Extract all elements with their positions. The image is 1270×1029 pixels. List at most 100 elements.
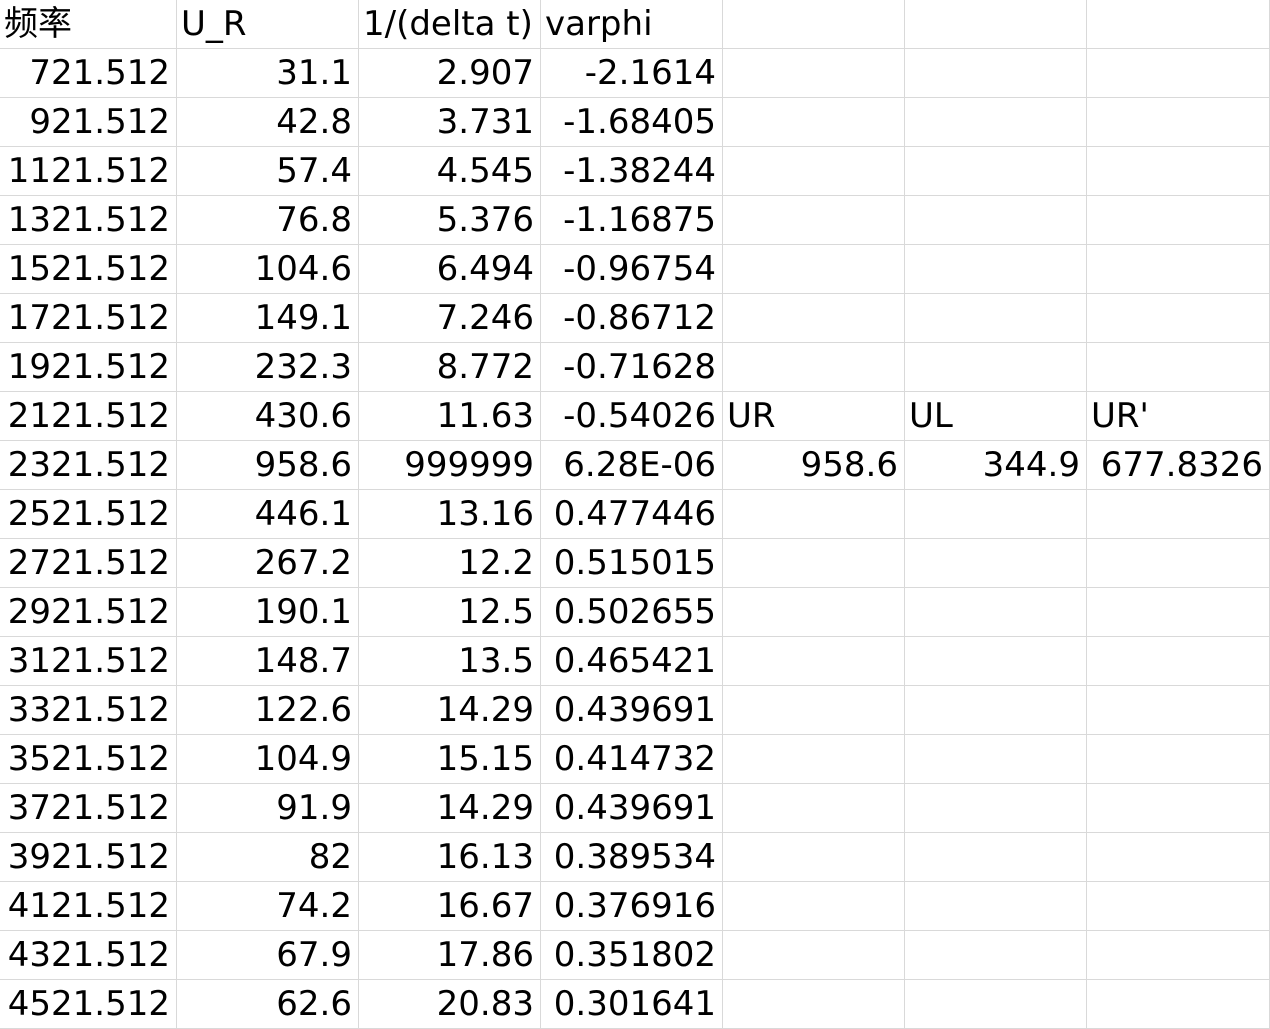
data-cell[interactable]: 958.6 xyxy=(723,441,905,490)
data-cell[interactable]: 6.28E-06 xyxy=(541,441,723,490)
data-cell[interactable]: UR' xyxy=(1087,392,1270,441)
data-cell[interactable]: 721.512 xyxy=(0,49,177,98)
data-cell[interactable]: UR xyxy=(723,392,905,441)
data-cell[interactable]: 57.4 xyxy=(177,147,359,196)
data-cell[interactable]: 104.9 xyxy=(177,735,359,784)
data-cell[interactable] xyxy=(905,294,1087,343)
data-cell[interactable]: 74.2 xyxy=(177,882,359,931)
data-cell[interactable]: -1.68405 xyxy=(541,98,723,147)
data-cell[interactable] xyxy=(723,343,905,392)
data-cell[interactable]: 4.545 xyxy=(359,147,541,196)
data-cell[interactable] xyxy=(723,539,905,588)
data-cell[interactable]: -2.1614 xyxy=(541,49,723,98)
data-cell[interactable]: 76.8 xyxy=(177,196,359,245)
data-cell[interactable]: 104.6 xyxy=(177,245,359,294)
data-cell[interactable]: 1521.512 xyxy=(0,245,177,294)
data-cell[interactable]: 14.29 xyxy=(359,784,541,833)
data-cell[interactable]: 1321.512 xyxy=(0,196,177,245)
data-cell[interactable] xyxy=(905,882,1087,931)
data-cell[interactable] xyxy=(723,49,905,98)
data-cell[interactable] xyxy=(723,637,905,686)
header-cell[interactable]: U_R xyxy=(177,0,359,49)
data-cell[interactable]: 2721.512 xyxy=(0,539,177,588)
data-cell[interactable] xyxy=(905,490,1087,539)
data-cell[interactable]: 4121.512 xyxy=(0,882,177,931)
data-cell[interactable]: 4321.512 xyxy=(0,931,177,980)
data-cell[interactable]: 3521.512 xyxy=(0,735,177,784)
data-cell[interactable]: 7.246 xyxy=(359,294,541,343)
data-cell[interactable]: 62.6 xyxy=(177,980,359,1029)
data-cell[interactable]: 82 xyxy=(177,833,359,882)
data-cell[interactable]: 2521.512 xyxy=(0,490,177,539)
data-cell[interactable]: 0.515015 xyxy=(541,539,723,588)
data-cell[interactable] xyxy=(1087,147,1270,196)
data-cell[interactable]: 6.494 xyxy=(359,245,541,294)
data-cell[interactable] xyxy=(1087,490,1270,539)
data-cell[interactable]: 2121.512 xyxy=(0,392,177,441)
data-cell[interactable]: 31.1 xyxy=(177,49,359,98)
data-cell[interactable]: 2921.512 xyxy=(0,588,177,637)
data-cell[interactable]: 91.9 xyxy=(177,784,359,833)
data-cell[interactable]: 0.465421 xyxy=(541,637,723,686)
data-cell[interactable]: 1921.512 xyxy=(0,343,177,392)
data-cell[interactable]: 3.731 xyxy=(359,98,541,147)
data-cell[interactable] xyxy=(723,490,905,539)
data-cell[interactable] xyxy=(723,882,905,931)
header-cell[interactable] xyxy=(1087,0,1270,49)
data-cell[interactable]: 344.9 xyxy=(905,441,1087,490)
data-cell[interactable] xyxy=(1087,637,1270,686)
data-cell[interactable]: 0.477446 xyxy=(541,490,723,539)
data-cell[interactable] xyxy=(1087,980,1270,1029)
data-cell[interactable]: 14.29 xyxy=(359,686,541,735)
data-cell[interactable]: -1.16875 xyxy=(541,196,723,245)
data-cell[interactable]: 4521.512 xyxy=(0,980,177,1029)
header-cell[interactable]: 1/(delta t) xyxy=(359,0,541,49)
data-cell[interactable]: 0.502655 xyxy=(541,588,723,637)
data-cell[interactable] xyxy=(905,49,1087,98)
data-cell[interactable] xyxy=(723,196,905,245)
data-cell[interactable]: 17.86 xyxy=(359,931,541,980)
data-cell[interactable]: 67.9 xyxy=(177,931,359,980)
data-cell[interactable]: 430.6 xyxy=(177,392,359,441)
data-cell[interactable]: 958.6 xyxy=(177,441,359,490)
data-cell[interactable]: 190.1 xyxy=(177,588,359,637)
data-cell[interactable] xyxy=(905,784,1087,833)
data-cell[interactable]: 12.2 xyxy=(359,539,541,588)
data-cell[interactable] xyxy=(723,833,905,882)
data-cell[interactable] xyxy=(1087,245,1270,294)
data-cell[interactable]: 921.512 xyxy=(0,98,177,147)
data-cell[interactable]: 3121.512 xyxy=(0,637,177,686)
data-cell[interactable]: 42.8 xyxy=(177,98,359,147)
data-cell[interactable]: 267.2 xyxy=(177,539,359,588)
data-cell[interactable]: 149.1 xyxy=(177,294,359,343)
data-cell[interactable] xyxy=(723,588,905,637)
data-cell[interactable] xyxy=(905,735,1087,784)
data-cell[interactable] xyxy=(1087,539,1270,588)
data-cell[interactable]: 677.8326 xyxy=(1087,441,1270,490)
data-cell[interactable] xyxy=(905,686,1087,735)
data-cell[interactable] xyxy=(905,980,1087,1029)
data-cell[interactable]: 0.439691 xyxy=(541,784,723,833)
data-cell[interactable] xyxy=(905,931,1087,980)
data-cell[interactable]: 0.439691 xyxy=(541,686,723,735)
data-cell[interactable] xyxy=(1087,588,1270,637)
data-cell[interactable] xyxy=(905,637,1087,686)
data-cell[interactable] xyxy=(1087,98,1270,147)
data-cell[interactable]: 3921.512 xyxy=(0,833,177,882)
header-cell[interactable]: 频率 xyxy=(0,0,177,49)
data-cell[interactable]: 122.6 xyxy=(177,686,359,735)
data-cell[interactable]: -0.54026 xyxy=(541,392,723,441)
data-cell[interactable]: 20.83 xyxy=(359,980,541,1029)
data-cell[interactable]: 1721.512 xyxy=(0,294,177,343)
data-cell[interactable] xyxy=(723,980,905,1029)
data-cell[interactable]: 446.1 xyxy=(177,490,359,539)
data-cell[interactable]: 15.15 xyxy=(359,735,541,784)
data-cell[interactable]: 2.907 xyxy=(359,49,541,98)
data-cell[interactable] xyxy=(723,686,905,735)
data-cell[interactable] xyxy=(905,539,1087,588)
data-cell[interactable]: 0.376916 xyxy=(541,882,723,931)
data-cell[interactable] xyxy=(905,196,1087,245)
data-cell[interactable]: 16.67 xyxy=(359,882,541,931)
data-cell[interactable] xyxy=(723,931,905,980)
data-cell[interactable] xyxy=(905,343,1087,392)
